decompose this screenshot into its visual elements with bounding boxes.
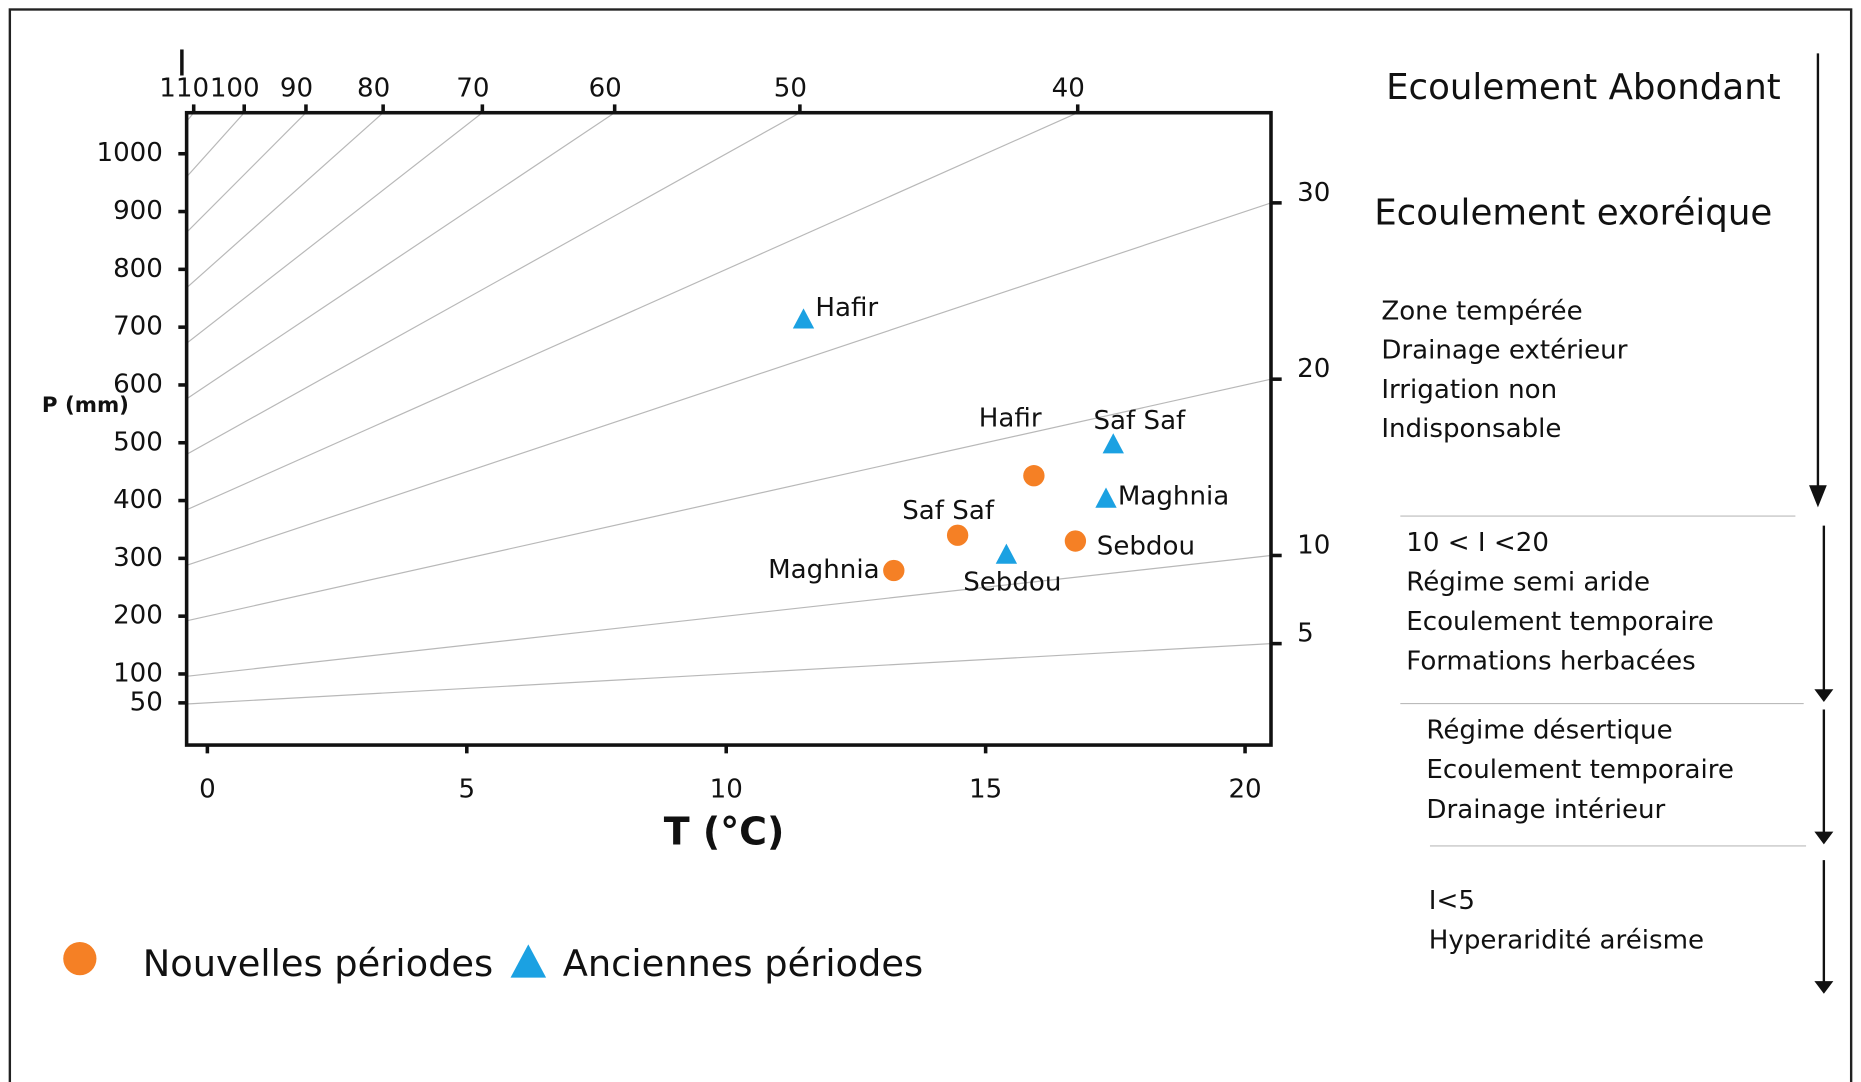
x-tick-label: 0 [199, 775, 216, 805]
isoline-tick-label: 90 [280, 73, 313, 103]
zone-separators [1400, 515, 1807, 847]
zone-arrows [1809, 53, 1834, 994]
zone-text: Ecoulement temporaire [1426, 755, 1734, 785]
point-label: Maghnia [1118, 482, 1229, 512]
zone-text: 10 < I <20 [1406, 528, 1549, 558]
isoline [186, 202, 1271, 566]
isoline-tick-label: 80 [357, 73, 390, 103]
y-tick-label: 600 [113, 369, 163, 399]
isoline-tick-label: 5 [1297, 619, 1314, 649]
zone-text: Zone tempérée [1381, 297, 1582, 327]
isoline [186, 112, 195, 122]
legend-marker [63, 942, 97, 976]
point-label: Hafir [979, 403, 1042, 433]
y-tick-label: 1000 [96, 138, 162, 168]
y-tick-label: 800 [113, 254, 163, 284]
zone-text: Régime semi aride [1406, 567, 1650, 597]
isoline [186, 112, 1080, 511]
zone-text: Irrigation non [1381, 375, 1557, 405]
y-axis-label: P (mm) [42, 393, 129, 418]
y-tick-label: 700 [113, 312, 163, 342]
zone-text: Ecoulement exoréique [1374, 193, 1772, 234]
isoline-tick-label: 110 [159, 73, 209, 103]
zone-text: Régime désertique [1426, 715, 1672, 745]
point-label: Sebdou [963, 567, 1061, 597]
isoline [186, 554, 1271, 677]
zone-text: Ecoulement temporaire [1406, 607, 1714, 637]
legend-label: Nouvelles périodes [143, 942, 493, 985]
isolines [186, 112, 1271, 705]
isoline-tick-label: 30 [1297, 178, 1330, 208]
isoline-tick-label: 20 [1297, 354, 1330, 384]
zone-text: Formations herbacées [1406, 646, 1696, 676]
frame [8, 8, 1853, 1082]
isoline [186, 112, 616, 400]
isoline [186, 112, 246, 178]
point [1095, 487, 1117, 508]
point [1064, 530, 1087, 552]
zone-text: Hyperaridité aréisme [1429, 925, 1704, 955]
point-label: Hafir [815, 293, 878, 323]
legend-label: Anciennes périodes [563, 942, 923, 985]
y-tick-label: 300 [113, 543, 163, 573]
isoline [186, 378, 1271, 622]
y-tick-label: 200 [113, 601, 163, 631]
x-tick-label: 15 [969, 775, 1002, 805]
isoline [186, 643, 1271, 705]
zone-text: Drainage extérieur [1381, 336, 1627, 366]
plot-area [184, 110, 1273, 747]
isoline-tick-label: 100 [210, 73, 260, 103]
zone-text: I<5 [1429, 886, 1475, 916]
zone-text: Ecoulement Abondant [1386, 67, 1781, 108]
isoline [186, 112, 802, 455]
x-axis-label: T (°C) [664, 810, 785, 854]
isoline-axis-label: I [177, 43, 188, 84]
point [995, 543, 1018, 564]
y-tick-label: 900 [113, 196, 163, 226]
zone-text: Drainage intérieur [1426, 795, 1665, 825]
isoline [186, 112, 307, 233]
x-tick-label: 5 [458, 775, 475, 805]
isoline-tick-label: 60 [589, 73, 622, 103]
isoline-tick-label: 50 [774, 73, 807, 103]
point [946, 524, 969, 546]
point-label: Maghnia [768, 555, 879, 585]
isoline [186, 112, 484, 344]
point-label: Sebdou [1097, 531, 1195, 561]
isoline-tick-label: 10 [1297, 530, 1330, 560]
zone-text: Indisponsable [1381, 414, 1561, 444]
y-tick-label: 500 [113, 427, 163, 457]
y-tick-label: 100 [113, 658, 163, 688]
y-tick-label: 50 [130, 687, 163, 717]
point [792, 308, 815, 329]
legend-marker [510, 944, 547, 978]
isoline [186, 112, 385, 289]
point-label: Saf Saf [902, 496, 995, 526]
point [1023, 465, 1045, 487]
y-tick-label: 400 [113, 485, 163, 515]
point [883, 559, 905, 582]
x-tick-label: 20 [1228, 775, 1261, 805]
isoline-tick-label: 40 [1052, 73, 1085, 103]
point [1102, 433, 1124, 454]
x-tick-label: 10 [710, 775, 743, 805]
isoline-tick-label: 70 [456, 73, 489, 103]
point-label: Saf Saf [1093, 406, 1186, 436]
